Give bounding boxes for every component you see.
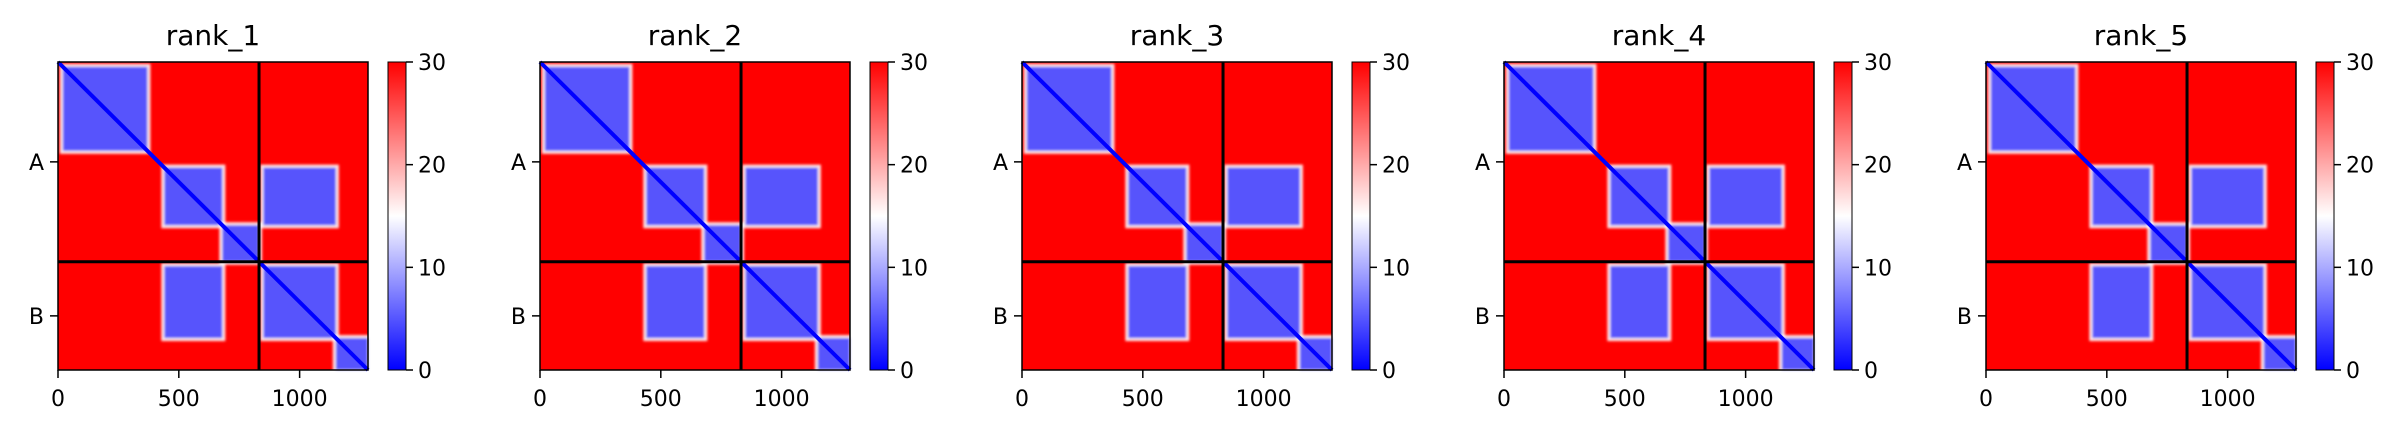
contact-block <box>2092 266 2151 339</box>
colorbar-tick-label: 30 <box>1864 51 1892 76</box>
contact-block <box>1128 266 1187 339</box>
colorbar-tick-label: 30 <box>1382 51 1410 76</box>
colorbar-tick-label: 0 <box>1382 359 1396 384</box>
y-tick-label: B <box>993 305 1008 330</box>
contact-block <box>263 167 336 226</box>
contact-block <box>164 266 223 339</box>
colorbar-tick-label: 30 <box>900 51 928 76</box>
panel-2: rank_2 0 500 1000 A B 0 10 20 30 <box>511 19 928 412</box>
panel-title: rank_4 <box>1612 19 1706 52</box>
contact-block <box>646 266 705 339</box>
colorbar-tick-label: 10 <box>1382 256 1410 281</box>
panel-4: rank_4 0 500 1000 A B 0 10 20 30 <box>1475 19 1892 412</box>
panel-title: rank_3 <box>1130 19 1224 52</box>
x-tick-label: 500 <box>158 387 200 412</box>
panel-title: rank_5 <box>2094 19 2188 52</box>
x-tick-label: 0 <box>51 387 65 412</box>
colorbar-tick-label: 20 <box>900 154 928 179</box>
y-tick-label: B <box>1957 305 1972 330</box>
contact-blocks <box>59 63 371 373</box>
panel-5: rank_5 0 500 1000 A B 0 10 20 30 <box>1957 19 2374 412</box>
plot-frame <box>1021 61 1333 371</box>
x-tick-label: 500 <box>1604 387 1646 412</box>
x-tick-label: 0 <box>1497 387 1511 412</box>
panel-1: rank_1 0 500 1000 A B 0 10 20 30 <box>29 19 446 412</box>
colorbar-tick-label: 0 <box>418 359 432 384</box>
diagonal <box>538 60 852 372</box>
y-tick-label: A <box>511 151 526 176</box>
contact-block <box>745 167 818 226</box>
x-tick-label: 1000 <box>2200 387 2256 412</box>
colorbar <box>1833 61 1853 371</box>
x-tick-label: 0 <box>533 387 547 412</box>
colorbar-tick-label: 0 <box>2346 359 2360 384</box>
y-tick-label: A <box>29 151 44 176</box>
contact-block <box>2191 167 2264 226</box>
colorbar-tick-label: 10 <box>2346 256 2374 281</box>
colorbar-tick-label: 10 <box>900 256 928 281</box>
diagonal <box>1020 60 1334 372</box>
x-tick-label: 500 <box>1122 387 1164 412</box>
x-tick-label: 0 <box>1979 387 1993 412</box>
panel-title: rank_1 <box>166 19 260 52</box>
x-tick-label: 500 <box>640 387 682 412</box>
plot-frame <box>1503 61 1815 371</box>
y-tick-label: A <box>1475 151 1490 176</box>
x-tick-label: 500 <box>2086 387 2128 412</box>
contact-block <box>1610 266 1669 339</box>
x-tick-label: 0 <box>1015 387 1029 412</box>
panel-3: rank_3 0 500 1000 A B 0 10 20 30 <box>993 19 1410 412</box>
y-tick-label: A <box>993 151 1008 176</box>
plot-frame <box>539 61 851 371</box>
colorbar-tick-label: 20 <box>418 154 446 179</box>
y-tick-label: A <box>1957 151 1972 176</box>
x-tick-label: 1000 <box>1236 387 1292 412</box>
diagonal <box>56 60 370 372</box>
colorbar-tick-label: 30 <box>418 51 446 76</box>
x-tick-label: 1000 <box>1718 387 1774 412</box>
x-tick-label: 1000 <box>272 387 328 412</box>
colorbar-tick-label: 0 <box>1864 359 1878 384</box>
y-tick-label: B <box>29 305 44 330</box>
colorbar-tick-label: 30 <box>2346 51 2374 76</box>
colorbar <box>387 61 407 371</box>
plot-frame <box>1985 61 2297 371</box>
colorbar-tick-label: 0 <box>900 359 914 384</box>
y-tick-label: B <box>1475 305 1490 330</box>
colorbar-tick-label: 10 <box>418 256 446 281</box>
colorbar <box>2315 61 2335 371</box>
panel-title: rank_2 <box>648 19 742 52</box>
contact-block <box>1709 167 1782 226</box>
contact-block <box>1227 167 1300 226</box>
colorbar-tick-label: 20 <box>1864 154 1892 179</box>
diagonal <box>1502 60 1816 372</box>
diagonal <box>1984 60 2298 372</box>
colorbar-tick-label: 10 <box>1864 256 1892 281</box>
colorbar <box>869 61 889 371</box>
x-tick-label: 1000 <box>754 387 810 412</box>
plot-frame <box>57 61 369 371</box>
colorbar-tick-label: 20 <box>2346 154 2374 179</box>
y-tick-label: B <box>511 305 526 330</box>
colorbar-tick-label: 20 <box>1382 154 1410 179</box>
colorbar <box>1351 61 1371 371</box>
